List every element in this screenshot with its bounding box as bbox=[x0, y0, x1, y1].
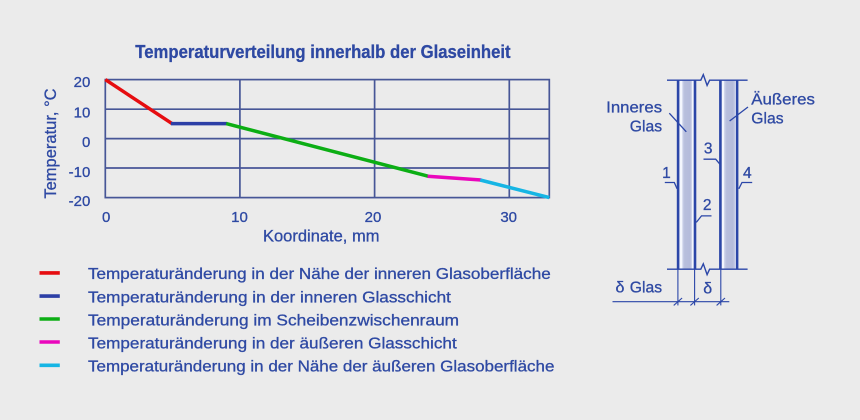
svg-text:Temperaturänderung in der inne: Temperaturänderung in der inneren Glassc… bbox=[88, 289, 451, 306]
svg-text:δ: δ bbox=[703, 280, 712, 297]
svg-text:Temperaturänderung in der Nähe: Temperaturänderung in der Nähe der inner… bbox=[88, 266, 551, 283]
svg-text:3: 3 bbox=[704, 140, 713, 157]
svg-text:Temperaturverteilung innerhalb: Temperaturverteilung innerhalb der Glase… bbox=[135, 42, 510, 62]
svg-text:Inneres: Inneres bbox=[606, 99, 662, 116]
svg-text:20: 20 bbox=[74, 74, 91, 91]
svg-text:10: 10 bbox=[231, 209, 248, 226]
svg-text:1: 1 bbox=[662, 165, 671, 182]
svg-text:Glas: Glas bbox=[751, 111, 783, 128]
svg-text:Temperatur, °C: Temperatur, °C bbox=[42, 88, 60, 198]
svg-text:Glas: Glas bbox=[630, 119, 662, 136]
svg-text:2: 2 bbox=[703, 197, 712, 214]
svg-text:δ: δ bbox=[616, 280, 625, 297]
svg-text:-20: -20 bbox=[69, 193, 91, 210]
svg-text:Äußeres: Äußeres bbox=[751, 91, 815, 109]
svg-text:20: 20 bbox=[365, 209, 382, 226]
svg-text:0: 0 bbox=[102, 209, 110, 226]
svg-text:10: 10 bbox=[74, 105, 91, 122]
svg-text:Glas: Glas bbox=[630, 280, 662, 297]
svg-text:0: 0 bbox=[82, 134, 90, 151]
svg-text:-10: -10 bbox=[69, 164, 91, 181]
svg-text:4: 4 bbox=[743, 165, 752, 182]
svg-text:Temperaturänderung im Scheiben: Temperaturänderung im Scheibenzwischenra… bbox=[88, 312, 459, 329]
svg-text:Temperaturänderung in der Nähe: Temperaturänderung in der Nähe der äußer… bbox=[88, 359, 555, 376]
svg-text:30: 30 bbox=[500, 209, 517, 226]
svg-text:Temperaturänderung in der äuße: Temperaturänderung in der äußeren Glassc… bbox=[88, 335, 457, 352]
svg-text:Koordinate, mm: Koordinate, mm bbox=[263, 227, 379, 245]
